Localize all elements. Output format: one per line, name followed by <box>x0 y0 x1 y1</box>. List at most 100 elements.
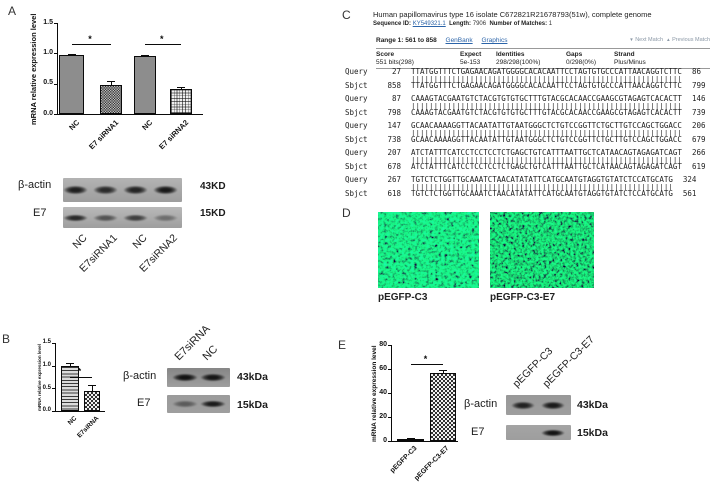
sbjct-line-sequence: TTATGGTTTCTGAGAACAGATGGGGCACACAATTCCTAGT… <box>411 81 682 90</box>
match-navigation: ▼ Next Match ▲ Previous Match <box>629 37 710 43</box>
y-tick-label: 1.5 <box>43 18 53 26</box>
panel-label-c: C <box>342 8 351 22</box>
blast-meta: Sequence ID: KY549321.1 Length: 7906 Num… <box>373 21 552 27</box>
bar-E7siRNA <box>84 391 100 411</box>
sbjct-line-label: Sbjct <box>345 162 368 171</box>
query-line: Query 267 TGTCTCTGGTTGCAAATCTAACATATATTCAT… <box>345 176 705 184</box>
sbjct-line-start: 738 <box>387 135 401 144</box>
graphics-link[interactable]: Graphics <box>481 37 508 44</box>
sbjct-line-end: 679 <box>691 135 706 144</box>
error-bar-cap <box>439 370 447 372</box>
query-line-label: Query <box>345 148 368 157</box>
sbjct-line-sequence: GCAACAAAAGGTTACAATATTGTAATGGGCTCTGTCCGGT… <box>411 135 682 144</box>
protein-label: E7 <box>137 397 151 409</box>
gfp-noise-art-1 <box>378 212 479 288</box>
identities-value: 298/298(100%) <box>496 57 566 69</box>
y-tick-label: 1.5 <box>42 339 51 346</box>
next-match-link[interactable]: Next Match <box>635 37 664 43</box>
y-tick <box>52 411 55 412</box>
alignment-block: Query 87 CAAAGTACGAATGTCTACGTGTGTGCTTTGTAC… <box>345 95 705 117</box>
protein-band <box>61 185 89 195</box>
significance-star: * <box>423 354 428 364</box>
y-tick-label: 0.0 <box>43 109 53 117</box>
blast-range-row: Range 1: 561 to 858 GenBank Graphics ▼ N… <box>376 37 710 44</box>
col-gaps: Gaps <box>566 48 614 58</box>
query-line: Query 147 GCAACAAAAGGTTACAATATTGTAATGGGCTC… <box>345 122 705 130</box>
sbjct-line-sequence: ATCTATTTCATCCTCCTCCTCTGAGCTGTCATTTAATTGC… <box>411 162 682 171</box>
lane-label: pEGFP-C3-E7 <box>540 333 597 390</box>
protein-band <box>171 373 199 382</box>
error-bar <box>442 370 444 373</box>
match-pipes: ||||||||||||||||||||||||||||||||||||||||… <box>411 184 673 190</box>
y-axis <box>55 343 56 412</box>
query-line-label: Query <box>345 94 368 103</box>
error-bar-cap <box>67 53 76 55</box>
query-line: Query 87 CAAAGTACGAATGTCTACGTGTGTGCTTTGTAC… <box>345 95 705 103</box>
protein-label: β-actin <box>123 370 157 382</box>
protein-label: β-actin <box>464 398 498 410</box>
bar-NC <box>134 55 156 114</box>
protein-band <box>199 373 227 382</box>
protein-label: E7 <box>33 207 47 219</box>
sbjct-line-label: Sbjct <box>345 81 368 90</box>
length-value: 7906 <box>472 21 487 27</box>
sbjct-line-end: 561 <box>682 189 697 198</box>
genbank-link[interactable]: GenBank <box>445 37 473 44</box>
lane-label: NC <box>200 343 221 363</box>
significance-line <box>410 364 443 366</box>
protein-band <box>121 185 149 195</box>
bar-E7 siRNA1 <box>100 84 122 114</box>
protein-band <box>171 400 199 408</box>
blot-strip-E7 <box>167 395 230 413</box>
protein-label: β-actin <box>18 179 52 191</box>
sbjct-line: Sbjct 678 ATCTATTTCATCCTCCTCCTCTGAGCTGTCAT… <box>345 163 705 171</box>
next-match-icon: ▼ <box>629 37 634 42</box>
sequence-id-link[interactable]: KY549321.1 <box>412 21 446 27</box>
match-pipes: ||||||||||||||||||||||||||||||||||||||||… <box>411 76 682 82</box>
query-line-start: 267 <box>387 175 401 184</box>
score-value: 551 bits(298) <box>376 57 460 69</box>
x-axis <box>391 441 458 442</box>
significance-star: * <box>88 34 92 44</box>
panel-e-western-blot: β-actin 43kDa E7 15kDa pEGFP-C3 pEGFP-C3-E7 <box>460 330 640 450</box>
significance-star: * <box>160 34 164 44</box>
caption-pegfp-c3: pEGFP-C3 <box>378 292 428 303</box>
query-line-end: 86 <box>691 67 701 76</box>
blot-strip-β-actin <box>506 395 571 415</box>
sbjct-line-end: 799 <box>691 81 706 90</box>
y-tick <box>52 388 55 390</box>
previous-match-link[interactable]: Previous Match <box>672 37 710 43</box>
length-label: Length: <box>449 21 472 27</box>
sbjct-line-label: Sbjct <box>345 135 368 144</box>
sbjct-line-start: 678 <box>387 162 401 171</box>
col-identities: Identities <box>496 48 566 58</box>
bar-NC <box>59 55 84 114</box>
panel-b-bar-chart: 0.0 0.5 1.0 1.5 mRNA relative expression lev… <box>30 332 130 457</box>
molecular-weight-label: 43KD <box>200 181 226 192</box>
bar-pEGFP-C3 <box>397 439 424 442</box>
query-line-start: 27 <box>391 67 401 76</box>
sbjct-line: Sbjct 618 TGTCTCTGGTTGCAAATCTAACATATATTCAT… <box>345 190 705 198</box>
query-line: Query 27 TTATGGTTTCTGAGAACAGATGGGGCACACAAT… <box>345 68 705 76</box>
sbjct-line-sequence: CAAAGTACGAATGTCTACGTGTGTGCTTTGTACGCACAAC… <box>411 108 682 117</box>
sbjct-line-sequence: TGTCTCTGGTTGCAAATCTAACATATATTCATGCAATGTA… <box>411 189 673 198</box>
y-tick <box>388 345 391 346</box>
y-tick <box>388 369 391 370</box>
protein-band <box>151 213 179 222</box>
x-category-label: E7 siRNA1 <box>87 118 121 152</box>
y-tick-label: 20 <box>379 412 387 420</box>
molecular-weight-label: 43kDa <box>237 371 268 383</box>
lane-label: NC <box>70 232 90 252</box>
panel-e-bar-chart: 0 20 40 60 80 mRNA relative expression level p… <box>370 336 470 482</box>
caption-pegfp-c3-e7: pEGFP-C3-E7 <box>490 292 556 303</box>
sbjct-line: Sbjct 738 GCAACAAAAGGTTACAATATTGTAATGGGCTC… <box>345 136 705 144</box>
query-line-end: 324 <box>682 175 697 184</box>
x-category-label: NC <box>66 415 78 427</box>
alignment-block: Query 147 GCAACAAAAGGTTACAATATTGTAATGGGCTC… <box>345 122 705 144</box>
x-category-label: E7 siRNA2 <box>157 118 191 152</box>
protein-band <box>510 400 536 410</box>
x-category-label: NC <box>66 118 81 133</box>
matches-value: 1 <box>548 21 553 27</box>
query-line-sequence: TGTCTCTGGTTGCAAATCTAACATATATTCATGCAATGTA… <box>411 175 673 184</box>
match-pipes: ||||||||||||||||||||||||||||||||||||||||… <box>411 157 682 163</box>
